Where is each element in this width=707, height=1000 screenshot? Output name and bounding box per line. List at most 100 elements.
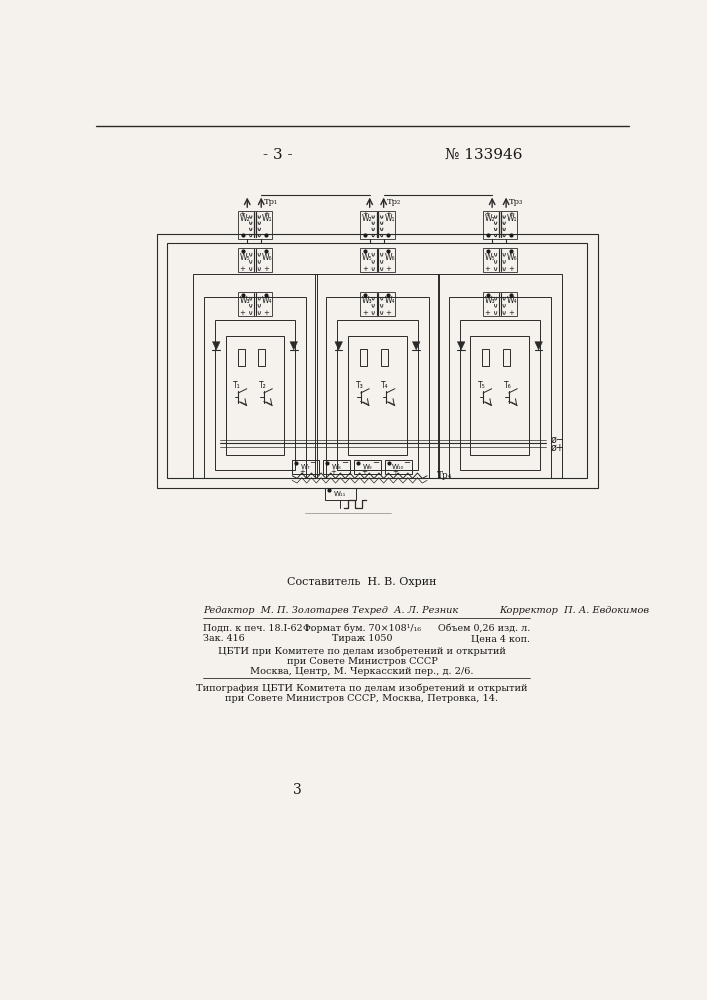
Text: - 3 -: - 3 -	[264, 148, 293, 162]
Text: W₁: W₁	[262, 214, 272, 223]
Bar	[292, 460, 319, 474]
Bar	[460, 320, 540, 470]
Bar	[226, 336, 284, 455]
Text: +: +	[508, 266, 514, 272]
Text: W₁₁: W₁₁	[334, 491, 346, 497]
Bar	[449, 297, 551, 478]
Text: +: +	[263, 266, 269, 272]
Text: +: +	[240, 310, 245, 316]
Text: Подп. к печ. 18.I-62 г.: Подп. к печ. 18.I-62 г.	[203, 624, 314, 633]
Text: W₉: W₉	[363, 464, 372, 470]
Text: T₂: T₂	[259, 381, 267, 390]
Text: W₅: W₅	[484, 253, 495, 262]
Bar	[215, 320, 296, 470]
Text: Москва, Центр, М. Черкасский пер., д. 2/6.: Москва, Центр, М. Черкасский пер., д. 2/…	[250, 667, 474, 676]
Bar	[315, 274, 440, 478]
Bar	[238, 349, 245, 366]
Bar	[348, 336, 407, 455]
Bar	[483, 248, 517, 272]
Bar	[238, 211, 272, 239]
Bar	[483, 211, 517, 239]
Text: +: +	[508, 310, 514, 316]
Text: Редактор  М. П. Золотарев: Редактор М. П. Золотарев	[203, 606, 349, 615]
Text: +: +	[385, 310, 391, 316]
Bar	[327, 297, 428, 478]
Text: W₅: W₅	[240, 253, 250, 262]
Bar	[156, 234, 598, 488]
Bar	[483, 292, 517, 316]
Text: +: +	[385, 211, 391, 217]
Text: +: +	[392, 469, 398, 475]
Bar	[193, 274, 317, 478]
Text: ЦБТИ при Комитете по делам изобретений и открытий: ЦБТИ при Комитете по делам изобретений и…	[218, 647, 506, 656]
Bar	[503, 349, 510, 366]
Bar	[204, 297, 306, 478]
Polygon shape	[457, 342, 465, 350]
Text: +: +	[361, 469, 367, 475]
Bar	[438, 274, 562, 478]
Text: Зак. 416: Зак. 416	[203, 634, 245, 643]
Text: W₄: W₄	[507, 296, 518, 305]
Text: +: +	[362, 211, 368, 217]
Bar	[354, 460, 380, 474]
Bar	[337, 320, 418, 470]
Bar	[259, 349, 265, 366]
Text: 3: 3	[293, 783, 302, 797]
Bar	[381, 349, 388, 366]
Bar	[482, 349, 489, 366]
Text: Tp₃: Tp₃	[509, 198, 523, 206]
Text: Корректор  П. А. Евдокимов: Корректор П. А. Евдокимов	[499, 606, 649, 615]
Text: +: +	[263, 211, 269, 217]
Text: +: +	[299, 469, 305, 475]
Bar	[238, 248, 272, 272]
Bar	[470, 336, 530, 455]
Text: Техред  А. Л. Резник: Техред А. Л. Резник	[352, 606, 458, 615]
Text: +: +	[263, 310, 269, 316]
Bar	[385, 460, 411, 474]
Text: Tp₄: Tp₄	[437, 471, 452, 480]
Text: при Совете Министров СССР: при Совете Министров СССР	[286, 657, 438, 666]
Text: Tp₂: Tp₂	[387, 198, 401, 206]
Polygon shape	[290, 342, 298, 350]
Text: T₁: T₁	[233, 381, 241, 390]
Text: T₄: T₄	[381, 381, 389, 390]
Text: +: +	[484, 211, 491, 217]
Text: −: −	[310, 458, 317, 467]
Bar	[361, 211, 395, 239]
Bar	[361, 248, 395, 272]
Text: +: +	[508, 211, 514, 217]
Bar	[325, 488, 356, 500]
Polygon shape	[335, 342, 342, 350]
Text: ø+: ø+	[551, 442, 565, 452]
Text: +: +	[385, 266, 391, 272]
Text: +: +	[362, 310, 368, 316]
Text: W₃: W₃	[240, 296, 250, 305]
Bar	[323, 460, 349, 474]
Text: W₄: W₄	[385, 296, 395, 305]
Text: Составитель  Н. В. Охрин: Составитель Н. В. Охрин	[287, 577, 437, 587]
Text: T₃: T₃	[356, 381, 363, 390]
Text: W₁: W₁	[507, 214, 518, 223]
Text: −: −	[402, 458, 409, 467]
Text: ø−: ø−	[551, 435, 565, 445]
Text: +: +	[362, 266, 368, 272]
Text: № 133946: № 133946	[445, 148, 522, 162]
Text: W₃: W₃	[362, 296, 373, 305]
Text: +: +	[484, 266, 491, 272]
Bar	[360, 349, 367, 366]
Polygon shape	[412, 342, 420, 350]
Polygon shape	[535, 342, 542, 350]
Text: W₅: W₅	[362, 253, 373, 262]
Text: W₆: W₆	[262, 253, 273, 262]
Text: +: +	[330, 469, 337, 475]
Text: Типография ЦБТИ Комитета по делам изобретений и открытий: Типография ЦБТИ Комитета по делам изобре…	[197, 684, 527, 693]
Text: W₆: W₆	[507, 253, 518, 262]
Text: при Совете Министров СССР, Москва, Петровка, 14.: при Совете Министров СССР, Москва, Петро…	[226, 694, 498, 703]
Text: W₁: W₁	[385, 214, 395, 223]
Text: Формат бум. 70×108¹/₁₆: Формат бум. 70×108¹/₁₆	[303, 623, 421, 633]
Bar	[361, 292, 395, 316]
Text: +: +	[240, 211, 245, 217]
Text: Объем 0,26 изд. л.: Объем 0,26 изд. л.	[438, 624, 530, 633]
Text: W₃: W₃	[484, 296, 495, 305]
Text: −: −	[372, 458, 379, 467]
